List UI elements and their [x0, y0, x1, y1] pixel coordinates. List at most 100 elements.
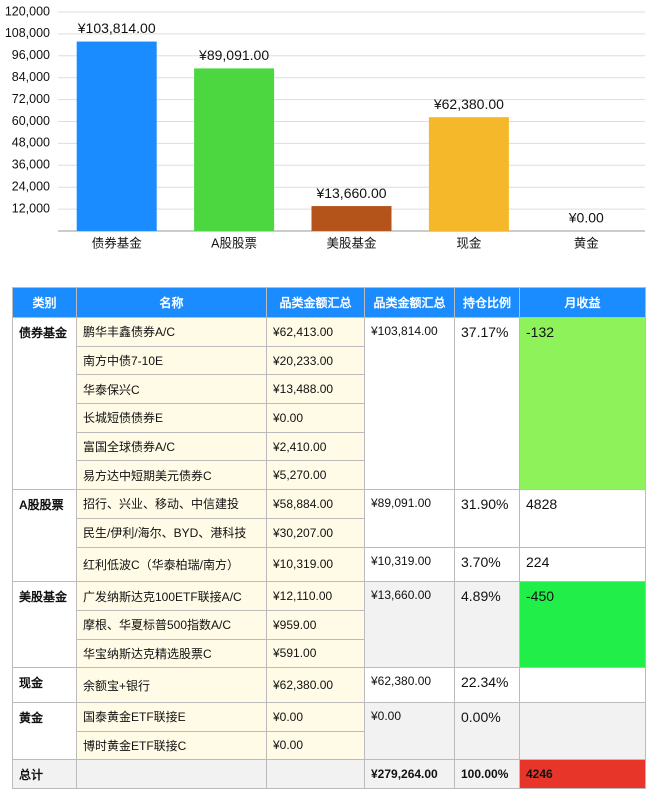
amount-cell: ¥0.00	[266, 701, 365, 732]
chart: 12,000 24,000 36,000 48,000 60,000 72,000 84,0…	[5, 4, 645, 250]
ratio-cell: 31.90%	[454, 489, 520, 548]
value-label: ¥13,660.00	[315, 185, 386, 201]
y-tick-label: 12,000	[12, 201, 50, 215]
table-row: 博时黄金ETF联接C ¥0.00	[13, 730, 646, 761]
footer-income: 4246	[519, 759, 646, 789]
table-row: 易方达中短期美元债券C ¥5,270.00	[13, 460, 646, 491]
income-cell	[519, 701, 646, 761]
name-cell: 招行、兴业、移动、中信建投	[76, 489, 267, 519]
table-row: 南方中债7-10E ¥20,233.00	[13, 345, 646, 376]
income-cell: -450	[519, 581, 646, 669]
amount-cell: ¥58,884.00	[266, 489, 365, 519]
header-cell: 名称	[76, 287, 267, 318]
amount-cell: ¥62,413.00	[266, 317, 365, 347]
header-cell: 月收益	[519, 287, 646, 318]
total-cell: ¥13,660.00	[364, 581, 455, 669]
name-cell: 富国全球债券A/C	[76, 431, 267, 462]
bar	[428, 117, 509, 231]
name-cell: 华泰保兴C	[76, 374, 267, 405]
table-row: 长城短债债券E ¥0.00	[13, 403, 646, 433]
table-body: 债券基金 鹏华丰鑫债券A/C ¥62,413.00 ¥103,814.00 37.17%…	[12, 316, 646, 789]
header-row: 类别 名称 品类金额汇总 品类金额汇总 持仓比例 月收益	[12, 287, 646, 318]
y-tick-label: 72,000	[12, 92, 50, 106]
header-cell: 持仓比例	[454, 287, 520, 318]
value-label: ¥62,380.00	[433, 96, 504, 112]
amount-cell: ¥591.00	[266, 638, 365, 669]
amount-cell: ¥62,380.00	[266, 667, 365, 703]
name-cell: 易方达中短期美元债券C	[76, 460, 267, 491]
table-row: 摩根、华夏标普500指数A/C ¥959.00	[13, 609, 646, 640]
name-cell: 国泰黄金ETF联接E	[76, 701, 267, 732]
amount-cell: ¥20,233.00	[266, 345, 365, 376]
header-cell: 类别	[12, 287, 77, 318]
x-tick-label: 现金	[456, 235, 482, 250]
x-tick-label: 债券基金	[92, 235, 143, 250]
y-tick-label: 96,000	[12, 48, 50, 62]
ratio-cell: 22.34%	[454, 667, 520, 703]
value-label: ¥0.00	[568, 210, 604, 226]
y-tick-label: 24,000	[12, 179, 50, 193]
table-row: 黄金 国泰黄金ETF联接E ¥0.00 ¥0.00 0.00%	[12, 701, 646, 761]
footer-total: ¥279,264.00	[364, 759, 455, 789]
ratio-cell: 3.70%	[454, 546, 520, 583]
total-cell: ¥10,319.00	[364, 546, 455, 583]
category-cell: 债券基金	[12, 316, 77, 491]
x-tick-label: 美股基金	[326, 235, 377, 250]
bar	[76, 41, 157, 231]
x-tick-label: A股股票	[211, 236, 257, 250]
header-cell: 品类金额汇总	[364, 287, 455, 318]
name-cell: 鹏华丰鑫债券A/C	[76, 317, 267, 347]
amount-cell: ¥10,319.00	[266, 546, 365, 583]
name-cell: 红利低波C（华泰柏瑞/南方）	[76, 546, 267, 583]
total-cell: ¥0.00	[364, 701, 455, 761]
name-cell: 民生/伊利/海尔、BYD、港科技	[76, 517, 267, 548]
total-cell: ¥62,380.00	[364, 667, 455, 703]
table-row: 美股基金 广发纳斯达克100ETF联接A/C ¥12,110.00 ¥13,660.0…	[12, 581, 646, 669]
y-tick-label: 36,000	[12, 158, 50, 172]
table-row: A股股票 招行、兴业、移动、中信建投 ¥58,884.00 ¥89,091.00 31.…	[12, 489, 646, 583]
income-cell: 4828	[519, 489, 646, 548]
amount-cell: ¥959.00	[266, 609, 365, 640]
income-cell: 224	[519, 546, 646, 583]
ratio-cell: 37.17%	[454, 316, 520, 491]
amount-cell: ¥0.00	[266, 730, 365, 761]
y-tick-label: 48,000	[12, 136, 50, 150]
table-row: 华泰保兴C ¥13,488.00	[13, 374, 646, 405]
table-row: 现金 余额宝+银行 ¥62,380.00 ¥62,380.00 22.34%	[12, 667, 646, 703]
ratio-cell: 0.00%	[454, 701, 520, 761]
amount-cell: ¥13,488.00	[266, 374, 365, 405]
name-cell: 广发纳斯达克100ETF联接A/C	[76, 581, 267, 611]
table-row: 富国全球债券A/C ¥2,410.00	[13, 431, 646, 462]
header-cell: 品类金额汇总	[266, 287, 365, 318]
empty-cell	[266, 759, 365, 789]
income-cell: -132	[519, 316, 646, 491]
footer-label: 总计	[12, 759, 77, 789]
table-row: 红利低波C（华泰柏瑞/南方） ¥10,319.00 ¥10,319.00 3.70% 2…	[13, 546, 646, 583]
y-tick-label: 120,000	[5, 4, 50, 18]
income-cell	[519, 667, 646, 703]
y-tick-label: 108,000	[5, 26, 50, 40]
table-row: 债券基金 鹏华丰鑫债券A/C ¥62,413.00 ¥103,814.00 37.17%…	[12, 316, 646, 491]
empty-cell	[76, 759, 267, 789]
name-cell: 余额宝+银行	[76, 667, 267, 703]
category-cell: A股股票	[12, 489, 77, 583]
category-cell: 美股基金	[12, 581, 77, 669]
footer-row: 总计 ¥279,264.00 100.00% 4246	[12, 759, 646, 789]
x-tick-label: 黄金	[574, 235, 600, 250]
amount-cell: ¥5,270.00	[266, 460, 365, 491]
amount-cell: ¥0.00	[266, 403, 365, 433]
total-cell: ¥89,091.00	[364, 489, 455, 548]
value-label: ¥103,814.00	[77, 20, 156, 36]
y-tick-label: 84,000	[12, 70, 50, 84]
name-cell: 摩根、华夏标普500指数A/C	[76, 609, 267, 640]
footer-ratio: 100.00%	[454, 759, 520, 789]
name-cell: 博时黄金ETF联接C	[76, 730, 267, 761]
name-cell: 华宝纳斯达克精选股票C	[76, 638, 267, 669]
y-tick-label: 60,000	[12, 114, 50, 128]
ratio-cell: 4.89%	[454, 581, 520, 669]
amount-cell: ¥12,110.00	[266, 581, 365, 611]
bar	[194, 68, 275, 231]
table-row: 民生/伊利/海尔、BYD、港科技 ¥30,207.00	[13, 517, 646, 548]
amount-cell: ¥30,207.00	[266, 517, 365, 548]
